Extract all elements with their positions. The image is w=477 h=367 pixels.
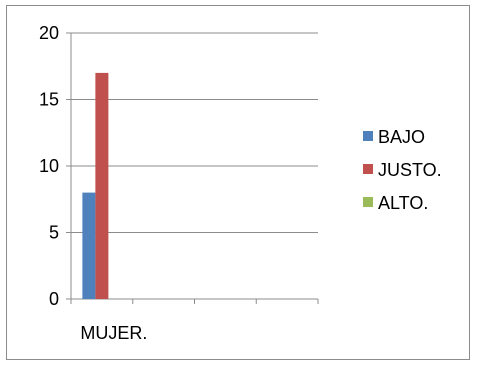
x-category-label: MUJER. [80, 323, 147, 343]
legend-swatch-alto [363, 197, 373, 207]
gridlines [71, 32, 318, 233]
legend-swatch-justo [363, 164, 373, 174]
y-tick-label: 15 [39, 90, 59, 110]
chart-frame: 0 5 10 15 20 MUJER. BAJO JUSTO. ALTO. [6, 5, 470, 360]
bar-chart: 0 5 10 15 20 MUJER. BAJO JUSTO. ALTO. [39, 23, 442, 343]
y-tick-label: 0 [49, 289, 59, 309]
legend-label: BAJO [378, 127, 425, 147]
y-tick-label: 10 [39, 156, 59, 176]
tick-labels: 0 5 10 15 20 MUJER. [39, 23, 147, 343]
y-tick-label: 20 [39, 23, 59, 43]
legend-label: ALTO. [378, 193, 428, 213]
bar-bajo-0 [82, 192, 96, 299]
legend-label: JUSTO. [378, 160, 442, 180]
y-tick-label: 5 [49, 223, 59, 243]
legend: BAJO JUSTO. ALTO. [363, 127, 442, 213]
axes [66, 32, 319, 304]
bar-justo-0 [95, 72, 109, 300]
legend-swatch-bajo [363, 131, 373, 141]
bars [82, 72, 109, 300]
